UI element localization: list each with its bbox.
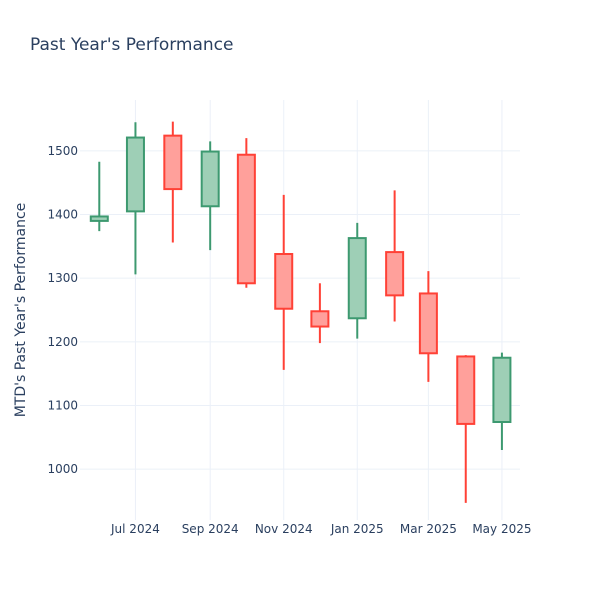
candle-body: [274, 253, 294, 310]
y-tick-label: 1200: [47, 335, 78, 349]
x-tick-label: Jan 2025: [330, 522, 384, 536]
candle-body: [385, 251, 405, 297]
chart-title: Past Year's Performance: [30, 35, 234, 55]
y-axis-title: MTD's Past Year's Performance: [13, 203, 29, 418]
candle-decreasing: [236, 138, 256, 288]
candle-body: [310, 310, 330, 328]
candle-increasing: [347, 222, 367, 339]
candle-body: [456, 355, 476, 425]
x-tick-label: Jul 2024: [110, 522, 160, 536]
candle-body: [418, 292, 438, 355]
candle-body: [347, 237, 367, 320]
x-axis-ticks: Jul 2024 Sep 2024 Nov 2024 Jan 2025 Mar 2025…: [110, 522, 531, 536]
y-tick-label: 1500: [47, 144, 78, 158]
grid-lines: [80, 100, 520, 520]
y-tick-label: 1400: [47, 208, 78, 222]
candle-increasing: [492, 352, 512, 450]
candles: [89, 121, 512, 503]
candle-increasing: [89, 161, 109, 232]
candle-body: [163, 134, 183, 191]
candle-decreasing: [274, 194, 294, 370]
x-tick-label: Mar 2025: [400, 522, 457, 536]
y-axis-ticks: 1000 1100 1200 1300 1400 1500: [47, 144, 78, 476]
y-tick-label: 1100: [47, 398, 78, 412]
candle-decreasing: [418, 271, 438, 382]
candle-body: [236, 153, 256, 285]
candle-body: [125, 136, 145, 213]
candle-body: [200, 150, 220, 208]
x-tick-label: Sep 2024: [182, 522, 239, 536]
candle-decreasing: [310, 283, 330, 344]
y-tick-label: 1000: [47, 462, 78, 476]
candle-decreasing: [163, 121, 183, 243]
candle-increasing: [200, 141, 220, 251]
candle-body: [492, 356, 512, 423]
y-tick-label: 1300: [47, 271, 78, 285]
candle-body: [89, 215, 109, 222]
x-tick-label: Nov 2024: [255, 522, 313, 536]
x-tick-label: May 2025: [472, 522, 531, 536]
candle-decreasing: [385, 190, 405, 322]
candle-decreasing: [456, 355, 476, 503]
candle-increasing: [125, 122, 145, 275]
